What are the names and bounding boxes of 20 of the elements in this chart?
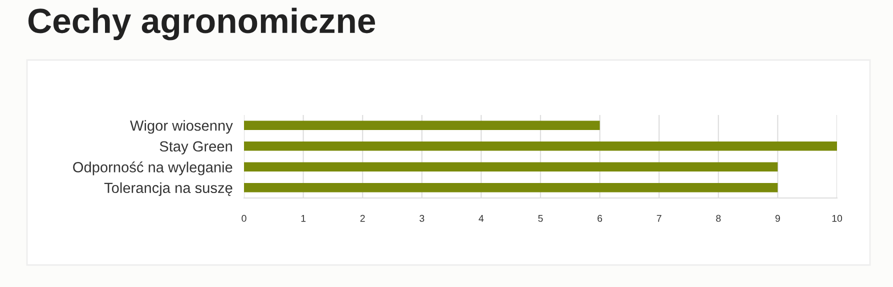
x-tick-label: 9 bbox=[775, 214, 780, 222]
bar bbox=[244, 141, 837, 151]
x-tick-label: 2 bbox=[360, 214, 365, 222]
y-tick-label: Wigor wiosenny bbox=[130, 120, 233, 134]
x-tick-label: 4 bbox=[478, 215, 484, 222]
x-tick-label: 3 bbox=[420, 214, 424, 222]
y-tick-label: Stay Green bbox=[160, 141, 232, 154]
x-tick-label: 0 bbox=[242, 214, 246, 222]
y-tick-label: Tolerancja na suszę bbox=[104, 182, 232, 196]
x-tick-label: 8 bbox=[716, 214, 721, 222]
bar bbox=[244, 162, 778, 172]
bar bbox=[244, 120, 600, 130]
bar bbox=[244, 182, 778, 192]
x-tick-label: 6 bbox=[598, 214, 602, 222]
x-tick-label: 7 bbox=[656, 215, 662, 222]
y-tick-label: Odporność na wyleganie bbox=[73, 162, 232, 176]
x-tick-label: 10 bbox=[832, 214, 842, 222]
x-tick-label: 1 bbox=[301, 215, 306, 222]
x-tick-label: 5 bbox=[538, 215, 543, 222]
chart-title: Cechy agronomiczne bbox=[28, 8, 376, 40]
